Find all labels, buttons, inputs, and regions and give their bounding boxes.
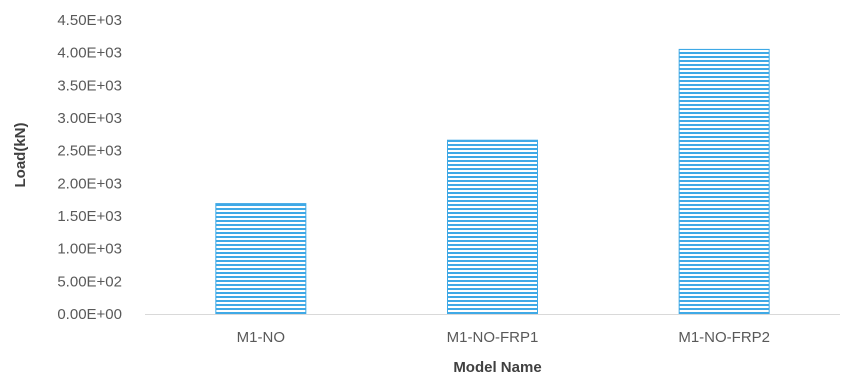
bar [447,139,538,315]
x-tick-label: M1-NO [237,329,285,346]
y-tick-label: 5.00E+02 [57,273,122,290]
y-tick-label: 4.00E+03 [57,45,122,62]
bars [215,48,770,315]
y-tick-label: 0.00E+00 [57,306,122,323]
y-tick-label: 3.00E+03 [57,110,122,127]
bar [215,203,307,315]
y-axis-tick-labels: 0.00E+00 5.00E+02 1.00E+03 1.50E+03 2.00E+03… [57,12,122,323]
x-axis-title: Model Name [453,359,541,376]
x-tick-label: M1-NO-FRP2 [678,329,770,346]
y-tick-label: 4.50E+03 [57,12,122,29]
y-tick-label: 2.50E+03 [57,143,122,160]
y-tick-label: 1.50E+03 [57,208,122,225]
bar [678,48,770,315]
x-tick-label: M1-NO-FRP1 [447,329,539,346]
y-tick-label: 3.50E+03 [57,77,122,94]
y-tick-label: 1.00E+03 [57,241,122,258]
y-axis-title: Load(kN) [12,123,29,188]
x-axis-tick-labels: M1-NO M1-NO-FRP1 M1-NO-FRP2 [237,329,770,346]
y-tick-label: 2.00E+03 [57,175,122,192]
